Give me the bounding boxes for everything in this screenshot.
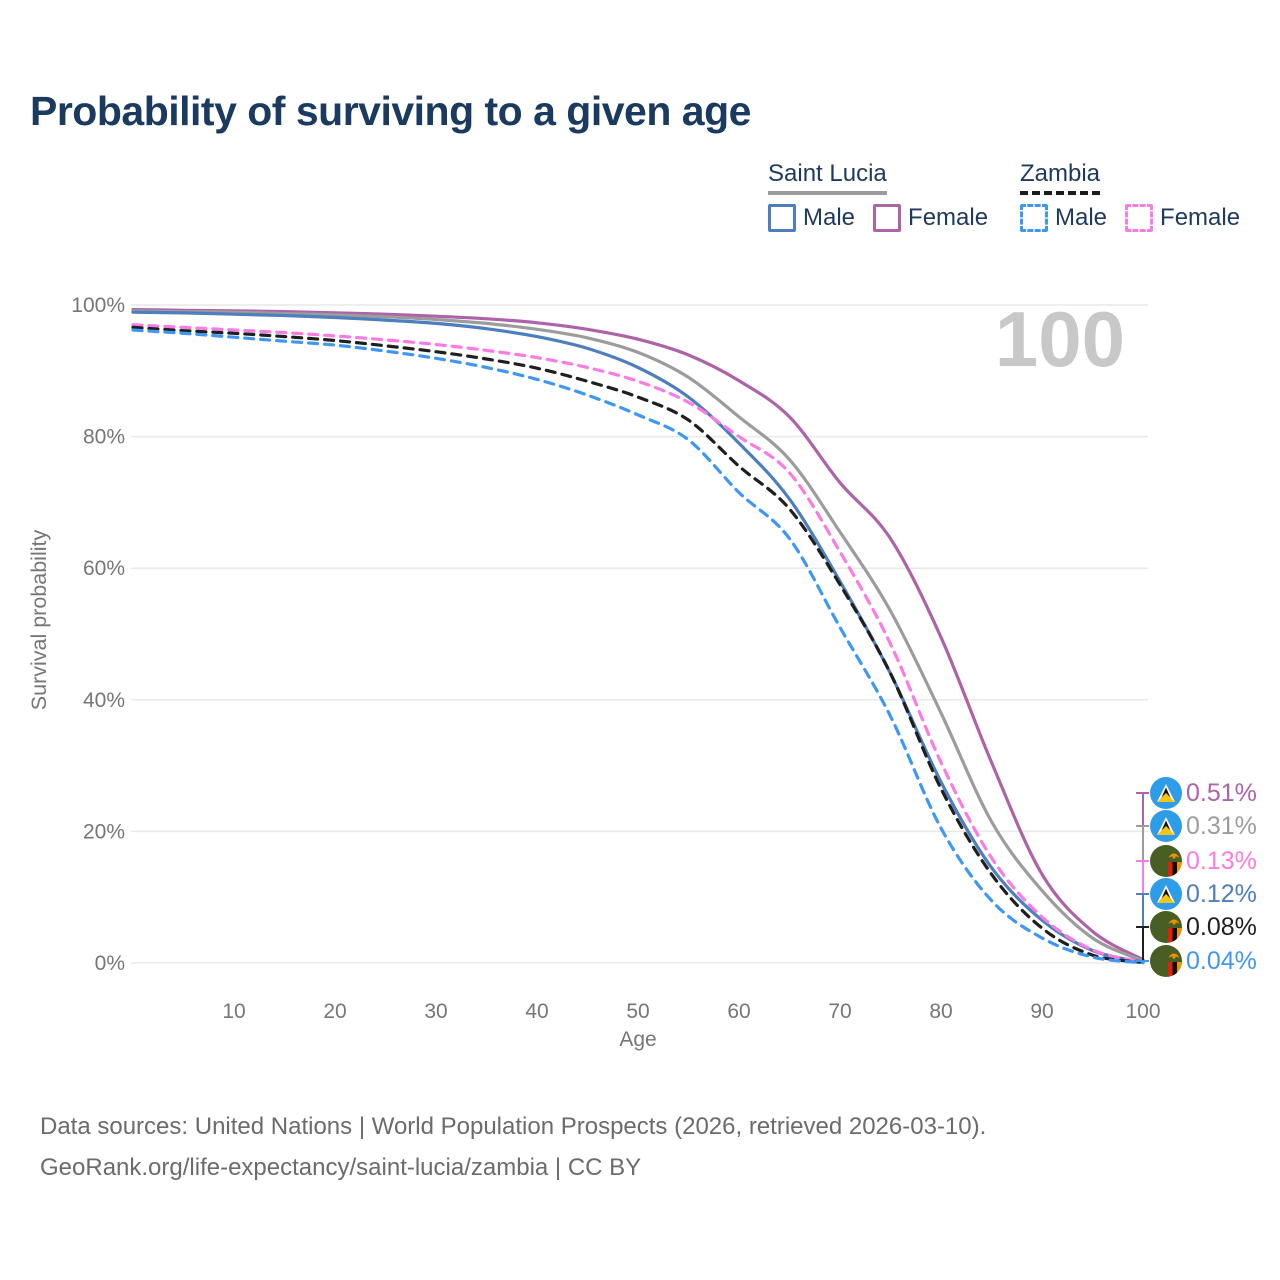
series-line-saint-lucia-both-sexes: [131, 309, 1145, 963]
footer: Data sources: United Nations | World Pop…: [40, 1106, 986, 1188]
watermark-age-100: 100: [995, 295, 1125, 383]
end-label-value: 0.08%: [1186, 913, 1257, 941]
legend-item-zambia-male[interactable]: Male: [1020, 204, 1107, 232]
end-label-connector: [1136, 960, 1149, 963]
legend-group-saint-lucia: Saint Lucia Male Female: [768, 160, 1006, 232]
footer-attribution: GeoRank.org/life-expectancy/saint-lucia/…: [40, 1154, 642, 1181]
series-line-zambia-female: [131, 323, 1145, 964]
series-line-zambia-both-sexes: [131, 325, 1145, 965]
y-tick-label: 20%: [83, 820, 125, 843]
page-title: Probability of surviving to a given age: [30, 88, 751, 134]
legend-swatch-saint-lucia-female: [873, 204, 902, 232]
series-line-zambia-male: [131, 328, 1145, 965]
legend-country-saint-lucia: Saint Lucia: [768, 160, 887, 195]
y-axis-title: Survival probability: [27, 530, 51, 711]
saint-lucia-flag-icon: [1150, 878, 1182, 910]
legend-item-saint-lucia-male[interactable]: Male: [768, 204, 855, 232]
x-tick-label: 40: [525, 1000, 548, 1023]
x-tick-label: 80: [929, 1000, 952, 1023]
end-label-connector: [1136, 926, 1149, 963]
legend-item-label: Male: [1055, 204, 1108, 231]
legend-item-label: Female: [908, 204, 989, 231]
legend-swatch-zambia-female: [1125, 204, 1154, 232]
footer-data-sources: Data sources: United Nations | World Pop…: [40, 1113, 987, 1140]
legend-item-label: Female: [1160, 204, 1241, 231]
x-tick-label: 70: [828, 1000, 851, 1023]
zambia-flag-icon: [1150, 911, 1182, 943]
x-tick-label: 90: [1030, 1000, 1053, 1023]
x-tick-label: 30: [424, 1000, 447, 1023]
y-tick-label: 100%: [71, 294, 125, 317]
x-axis-title: Age: [619, 1028, 656, 1051]
legend-swatch-saint-lucia-male: [768, 204, 796, 232]
end-label-value: 0.13%: [1186, 847, 1257, 875]
legend-country-zambia: Zambia: [1020, 160, 1101, 195]
legend-item-zambia-female[interactable]: Female: [1125, 204, 1240, 232]
x-tick-label: 100: [1125, 1000, 1160, 1023]
legend-swatch-zambia-male: [1020, 204, 1048, 232]
legend-item-saint-lucia-female[interactable]: Female: [873, 204, 988, 232]
y-tick-label: 40%: [83, 689, 125, 712]
zambia-flag-icon: [1150, 845, 1182, 877]
x-tick-label: 50: [626, 1000, 649, 1023]
saint-lucia-flag-icon: [1150, 810, 1182, 842]
y-tick-label: 80%: [83, 426, 125, 449]
y-tick-label: 60%: [83, 557, 125, 580]
end-label-value: 0.31%: [1186, 812, 1257, 840]
x-tick-label: 20: [323, 1000, 346, 1023]
end-label-value: 0.12%: [1186, 880, 1257, 908]
y-tick-label: 0%: [95, 952, 125, 975]
legend-item-label: Male: [803, 204, 856, 231]
saint-lucia-flag-icon: [1150, 777, 1182, 809]
zambia-flag-icon: [1150, 945, 1182, 977]
x-tick-label: 10: [222, 1000, 245, 1023]
end-label-value: 0.51%: [1186, 779, 1257, 807]
legend-group-zambia: Zambia Male Female: [1020, 160, 1258, 232]
x-tick-label: 60: [727, 1000, 750, 1023]
series-line-saint-lucia-female: [131, 308, 1145, 962]
end-label-value: 0.04%: [1186, 947, 1257, 975]
series-line-saint-lucia-male: [131, 310, 1145, 964]
